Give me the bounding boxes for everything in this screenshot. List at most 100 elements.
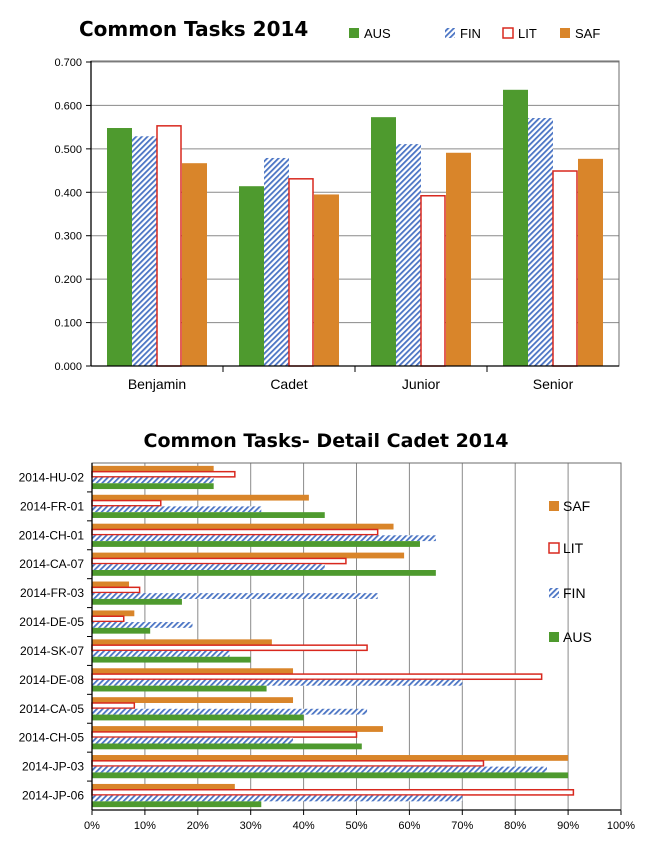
x-tick-label: 90% <box>557 820 579 832</box>
legend-label-fin: FIN <box>563 585 586 601</box>
bar-fin-senior <box>528 118 553 366</box>
y-category-label: 2014-CA-05 <box>19 702 84 716</box>
y-category-label: 2014-JP-06 <box>22 789 84 803</box>
bar-lit-2014-ca-05 <box>91 702 136 709</box>
bar-aus-2014-sk-07 <box>92 656 251 663</box>
bar-fin-2014-hu-02 <box>92 477 214 484</box>
bar-saf-2014-de-08 <box>92 668 294 675</box>
bar-saf-2014-ca-07 <box>92 552 405 559</box>
bar-aus-2014-fr-03 <box>92 598 182 605</box>
bar-fin-2014-ca-07 <box>92 564 325 571</box>
bar-fin-2014-fr-01 <box>92 506 262 513</box>
legend-label-aus: AUS <box>364 26 391 41</box>
legend-label-saf: SAF <box>575 26 600 41</box>
bar-aus-2014-hu-02 <box>92 483 214 490</box>
bar-aus-2014-fr-01 <box>92 512 325 518</box>
x-tick-label: 10% <box>134 820 156 832</box>
bar-aus-2014-ch-01 <box>92 541 420 547</box>
legend-swatch-lit <box>502 27 514 39</box>
x-tick-label: 30% <box>240 820 262 832</box>
y-category-label: 2014-FR-01 <box>20 499 84 513</box>
bar-saf-2014-fr-01 <box>92 494 309 501</box>
legend-swatch-lit <box>548 542 560 554</box>
bar-lit-2014-de-08 <box>91 673 543 681</box>
bar-fin-2014-fr-03 <box>92 593 378 599</box>
legend-label-aus: AUS <box>563 629 592 645</box>
bar-saf-2014-ch-05 <box>92 726 383 732</box>
x-category-label: Cadet <box>270 376 307 392</box>
bar-lit-2014-jp-06 <box>91 788 575 796</box>
bar-aus-2014-jp-06 <box>92 801 262 808</box>
bar-fin-2014-ca-05 <box>92 708 368 715</box>
bar-saf-benjamin <box>182 163 207 366</box>
bar-fin-2014-jp-03 <box>92 766 547 773</box>
bar-aus-benjamin <box>107 128 132 366</box>
bar-fin-2014-sk-07 <box>92 650 230 657</box>
legend-label-lit: LIT <box>518 26 537 41</box>
bar-aus-2014-jp-03 <box>92 772 569 779</box>
x-tick-label: 70% <box>451 820 473 832</box>
bar-saf-2014-ca-05 <box>92 697 294 703</box>
legend-swatch-aus <box>349 28 359 38</box>
bar-fin-2014-de-08 <box>92 679 463 686</box>
y-category-label: 2014-CH-01 <box>19 528 85 542</box>
chart-common-tasks: Common Tasks 2014 AUS FIN LIT SAF 0.000 0.100 0… <box>54 17 620 392</box>
x-tick-label: 60% <box>398 820 420 832</box>
bar-saf-2014-fr-03 <box>92 581 130 588</box>
x-tick-label: 100% <box>607 820 635 832</box>
legend-swatch-aus <box>549 632 559 642</box>
y-tick-label: 0.600 <box>54 100 82 112</box>
x-tick-label: 80% <box>504 820 526 832</box>
bar-saf-2014-sk-07 <box>92 639 272 646</box>
bar-lit-senior <box>552 170 578 367</box>
legend-swatch-saf <box>549 501 559 511</box>
bar-aus-2014-ca-07 <box>92 570 436 576</box>
bar-lit-junior <box>420 195 446 367</box>
y-tick-label: 0.100 <box>54 318 82 330</box>
legend-swatch-fin <box>549 588 559 598</box>
bar-aus-2014-de-08 <box>92 685 267 692</box>
bar-lit-2014-jp-03 <box>91 760 485 767</box>
y-tick-label: 0.700 <box>54 57 82 69</box>
y-category-label: 2014-JP-03 <box>22 760 84 774</box>
y-tick-label: 0.400 <box>54 187 82 199</box>
y-tick-label: 0.300 <box>54 231 82 243</box>
bar-saf-2014-jp-06 <box>92 783 235 790</box>
bar-lit-2014-ch-05 <box>91 731 358 738</box>
y-category-label: 2014-SK-07 <box>20 644 84 658</box>
bar-lit-2014-hu-02 <box>91 470 236 478</box>
x-tick-label: 50% <box>345 820 367 832</box>
y-category-label: 2014-CA-07 <box>19 557 84 571</box>
legend-swatch-saf <box>560 28 570 38</box>
bar-lit-benjamin <box>156 125 182 367</box>
y-tick-label: 0.000 <box>54 361 82 373</box>
y-category-label: 2014-HU-02 <box>19 470 85 484</box>
legend-label-fin: FIN <box>460 26 481 41</box>
bar-lit-2014-ca-07 <box>91 557 347 565</box>
y-category-label: 2014-FR-03 <box>20 586 84 600</box>
bar-saf-2014-de-05 <box>92 610 135 617</box>
y-tick-label: 0.200 <box>54 274 82 286</box>
bar-aus-2014-de-05 <box>92 627 151 634</box>
bar-fin-2014-jp-06 <box>92 795 463 802</box>
bar-fin-2014-de-05 <box>92 622 193 628</box>
legend-swatch-fin <box>445 28 455 38</box>
chart-title: Common Tasks 2014 <box>79 17 308 41</box>
bar-lit-2014-sk-07 <box>91 644 368 652</box>
bar-aus-senior <box>503 89 528 367</box>
bar-saf-senior <box>578 158 603 366</box>
bar-fin-junior <box>396 144 421 366</box>
legend-label-lit: LIT <box>563 540 584 556</box>
bar-lit-2014-de-05 <box>91 615 125 623</box>
bar-fin-benjamin <box>132 136 157 366</box>
bar-saf-cadet <box>314 194 339 366</box>
bar-lit-2014-fr-01 <box>91 499 162 507</box>
bar-aus-2014-ca-05 <box>92 714 304 721</box>
bar-saf-2014-jp-03 <box>92 755 569 761</box>
x-category-label: Senior <box>533 376 574 392</box>
chart-title: Common Tasks- Detail Cadet 2014 <box>144 430 509 452</box>
bar-aus-2014-ch-05 <box>92 743 362 750</box>
bar-aus-cadet <box>239 186 264 366</box>
bar-fin-2014-ch-01 <box>92 535 436 542</box>
